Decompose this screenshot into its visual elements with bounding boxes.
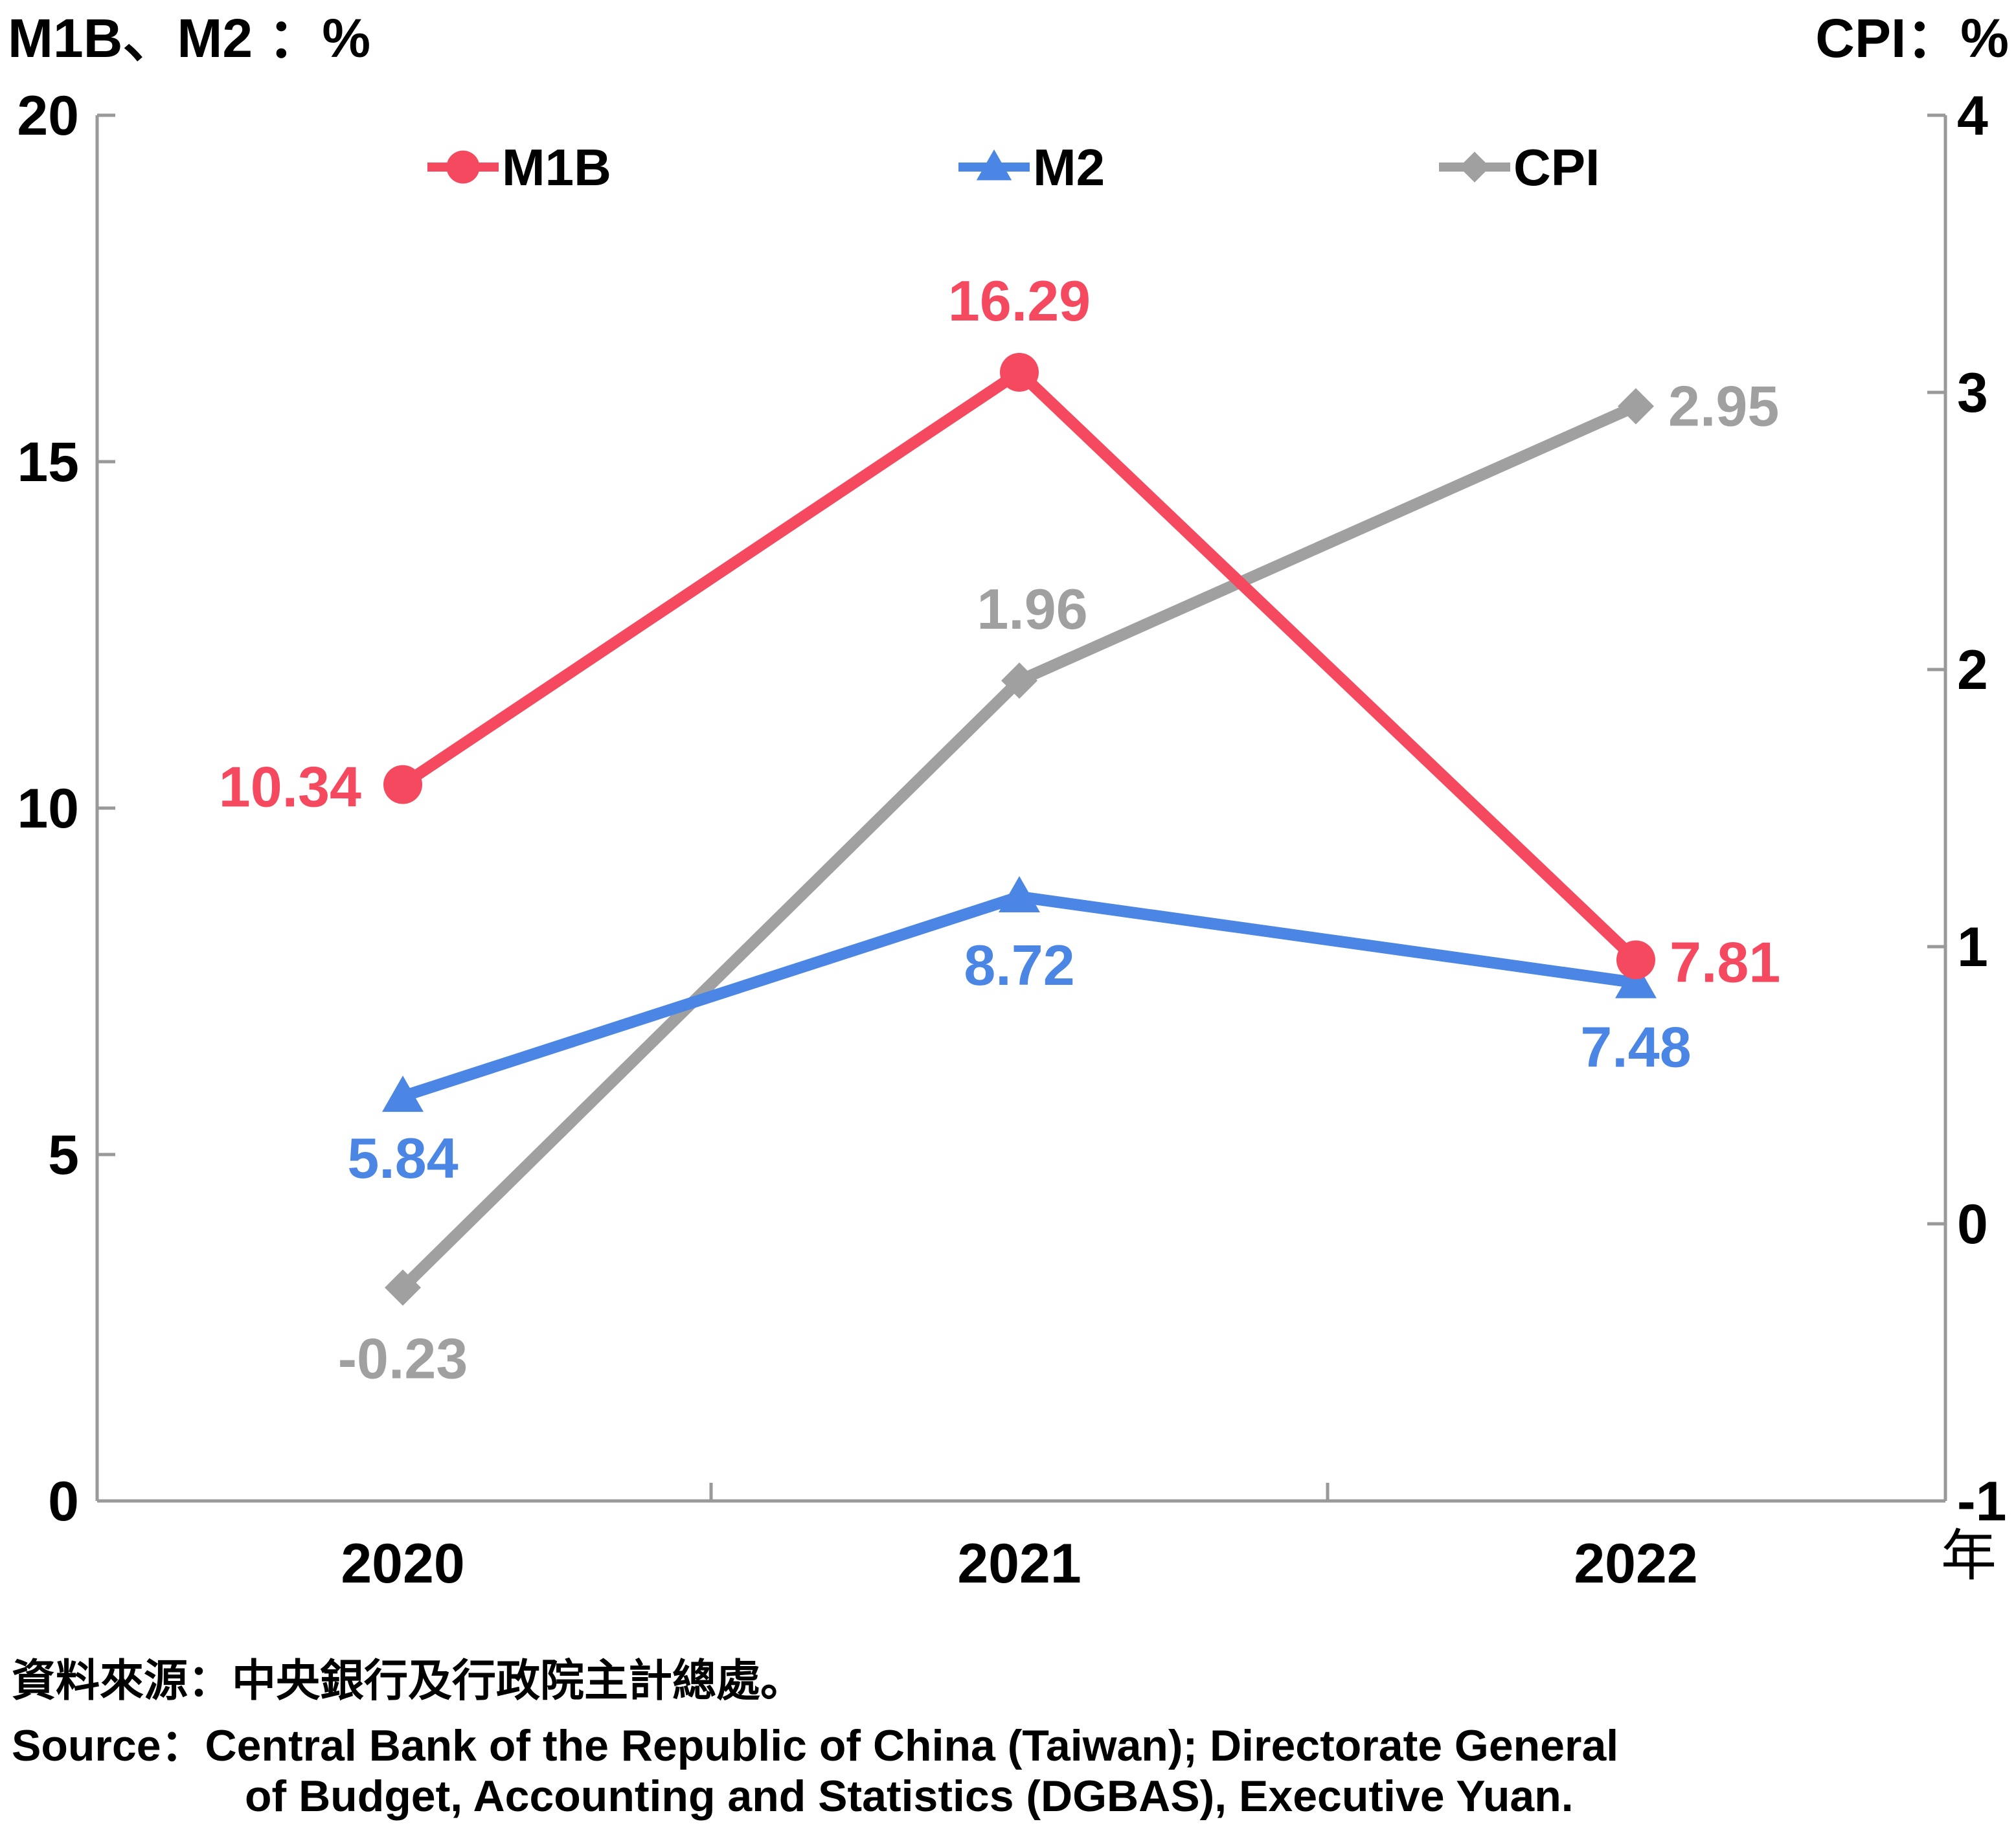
right-tick-label: 2 (1957, 639, 1988, 701)
data-label-m2: 8.72 (964, 933, 1074, 997)
data-label-m1b: 10.34 (219, 755, 361, 819)
legend-marker-cpi (1459, 152, 1490, 183)
legend-marker-m1b (446, 150, 480, 184)
x-tick-label: 2021 (957, 1533, 1081, 1595)
line-chart: M1B、M2 ：% CPI：% 0 5 10 15 20 -1 0 1 2 3 4 2020 2021 2… (8, 8, 2009, 1595)
source-zh: 資料來源：中央銀行及行政院主計總處。 (12, 1656, 805, 1706)
right-tick-label: 4 (1957, 85, 1988, 147)
source-en-line2: of Budget, Accounting and Statistics (DG… (245, 1772, 1574, 1821)
data-point-m1b (1616, 940, 1655, 980)
left-tick-label: 10 (17, 778, 79, 840)
data-label-cpi: -0.23 (338, 1326, 468, 1390)
data-point-cpi (385, 1269, 421, 1306)
data-point-m2 (999, 875, 1040, 912)
data-point-cpi (1001, 662, 1037, 699)
data-label-m1b: 16.29 (948, 269, 1091, 333)
left-tick-label: 15 (17, 431, 79, 493)
left-tick-label: 0 (48, 1471, 79, 1533)
data-label-m1b: 7.81 (1670, 930, 1780, 994)
data-point-m2 (382, 1076, 424, 1112)
legend-marker-m2 (976, 149, 1012, 181)
series-line-cpi (397, 400, 1642, 1294)
data-label-m2: 5.84 (347, 1126, 458, 1190)
source-en-line1: Source：Central Bank of the Republic of C… (12, 1721, 1619, 1770)
x-unit-label: 年 (1941, 1525, 1997, 1587)
legend-label-m2: M2 (1033, 139, 1105, 196)
data-label-cpi: 1.96 (977, 577, 1087, 641)
data-point-m1b (383, 765, 422, 804)
data-label-cpi: 2.95 (1668, 374, 1779, 438)
data-point-m1b (1000, 352, 1039, 392)
x-tick-label: 2022 (1574, 1533, 1697, 1595)
data-label-m2: 7.48 (1580, 1015, 1691, 1079)
right-tick-label: -1 (1957, 1471, 2006, 1533)
right-tick-label: 3 (1957, 362, 1988, 424)
legend-label-m1b: M1B (502, 139, 611, 196)
right-tick-label: 1 (1957, 916, 1988, 978)
data-point-m2 (1615, 962, 1657, 998)
data-point-cpi (1618, 388, 1654, 425)
x-tick-label: 2020 (341, 1533, 464, 1595)
legend-label-cpi: CPI (1513, 139, 1600, 196)
right-axis-title: CPI：% (1815, 8, 2009, 69)
left-tick-label: 20 (17, 85, 79, 147)
left-tick-label: 5 (48, 1124, 79, 1186)
left-axis-title: M1B、M2 ：% (8, 8, 370, 69)
right-tick-label: 0 (1957, 1193, 1988, 1256)
